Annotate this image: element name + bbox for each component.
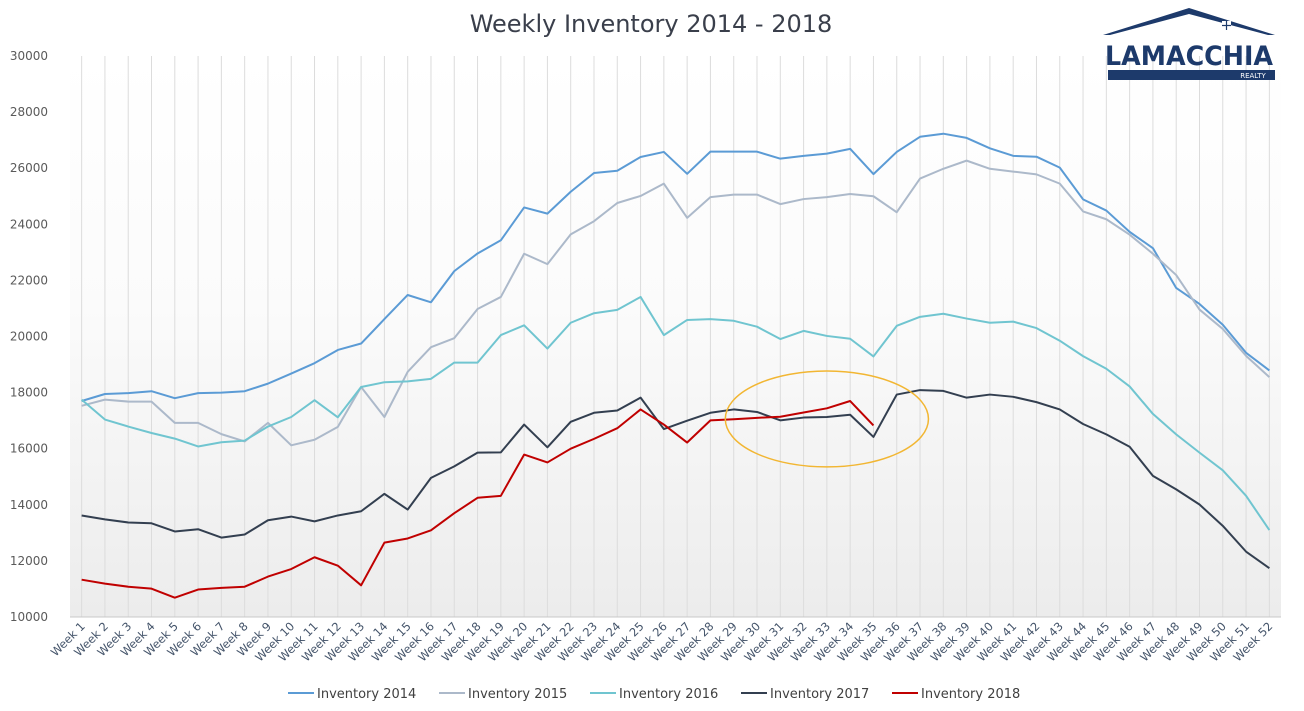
logo-bar	[1108, 70, 1275, 80]
y-tick-label: 22000	[10, 273, 48, 287]
legend-label-inventory-2014: Inventory 2014	[317, 687, 416, 702]
y-tick-label: 26000	[10, 161, 48, 175]
lamacchia-logo: LAMACCHIA REALTY	[1103, 8, 1275, 80]
logo-tagline: REALTY	[1240, 72, 1266, 80]
legend-label-inventory-2015: Inventory 2015	[468, 687, 567, 702]
y-tick-label: 10000	[10, 610, 48, 624]
y-tick-label: 12000	[10, 554, 48, 568]
y-tick-label: 18000	[10, 386, 48, 400]
series-line-inventory-2014	[81, 132, 1270, 402]
y-tick-label: 30000	[10, 49, 48, 63]
plot-background	[70, 56, 1281, 617]
y-tick-label: 28000	[10, 105, 48, 119]
legend-label-inventory-2016: Inventory 2016	[619, 687, 718, 702]
logo-name: LAMACCHIA	[1105, 41, 1273, 72]
legend-label-inventory-2017: Inventory 2017	[770, 687, 869, 702]
series-lines	[80, 132, 1271, 599]
y-axis: 10000 12000 14000 16000 18000 20000 22000 24000…	[10, 49, 48, 624]
gridlines	[70, 56, 1281, 618]
y-tick-label: 16000	[10, 442, 48, 456]
chart-title: Weekly Inventory 2014 - 2018	[470, 10, 833, 38]
annotation-ellipse	[724, 370, 930, 468]
logo-roof-icon	[1103, 8, 1275, 35]
series-line-inventory-2018	[81, 400, 875, 599]
series-line-inventory-2015	[81, 159, 1271, 447]
y-tick-label: 20000	[10, 330, 48, 344]
annotations	[724, 370, 930, 468]
series-line-inventory-2016	[80, 295, 1271, 531]
series-line-inventory-2017	[81, 389, 1270, 570]
legend: Inventory 2014 Inventory 2015 Inventory 20…	[288, 687, 1020, 702]
y-tick-label: 24000	[10, 217, 48, 231]
legend-label-inventory-2018: Inventory 2018	[921, 687, 1020, 702]
y-tick-label: 14000	[10, 498, 48, 512]
